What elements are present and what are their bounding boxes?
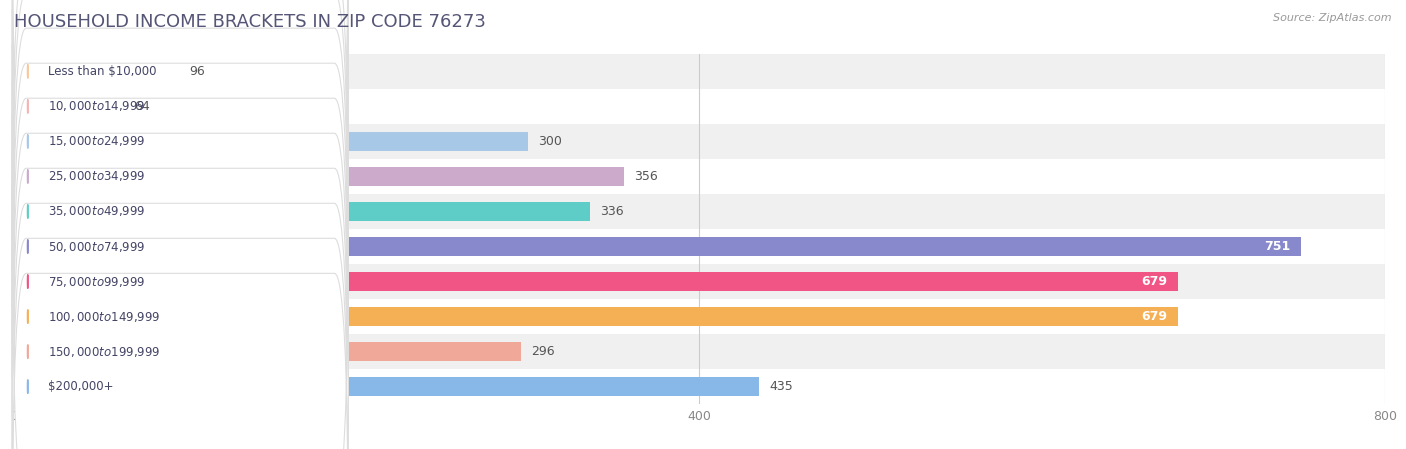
Text: 356: 356 <box>634 170 658 183</box>
Text: 300: 300 <box>538 135 562 148</box>
Text: $150,000 to $199,999: $150,000 to $199,999 <box>48 344 160 359</box>
Bar <box>14 299 1385 334</box>
Text: $50,000 to $74,999: $50,000 to $74,999 <box>48 239 146 254</box>
Text: $10,000 to $14,999: $10,000 to $14,999 <box>48 99 146 114</box>
Text: Less than $10,000: Less than $10,000 <box>48 65 157 78</box>
Text: HOUSEHOLD INCOME BRACKETS IN ZIP CODE 76273: HOUSEHOLD INCOME BRACKETS IN ZIP CODE 76… <box>14 13 486 31</box>
Text: $35,000 to $49,999: $35,000 to $49,999 <box>48 204 146 219</box>
FancyBboxPatch shape <box>13 0 349 308</box>
Bar <box>14 132 529 151</box>
Bar <box>14 124 1385 159</box>
FancyBboxPatch shape <box>13 44 349 379</box>
Text: 679: 679 <box>1142 275 1167 288</box>
Text: Source: ZipAtlas.com: Source: ZipAtlas.com <box>1274 13 1392 23</box>
Bar <box>14 194 1385 229</box>
Text: 296: 296 <box>531 345 555 358</box>
Text: $15,000 to $24,999: $15,000 to $24,999 <box>48 134 146 149</box>
FancyBboxPatch shape <box>13 9 349 343</box>
Bar <box>14 307 1178 326</box>
Bar <box>14 89 1385 124</box>
Bar <box>14 272 1178 291</box>
Bar <box>14 97 124 116</box>
Bar <box>14 159 1385 194</box>
Bar <box>14 369 1385 404</box>
FancyBboxPatch shape <box>13 150 349 449</box>
Text: 64: 64 <box>134 100 150 113</box>
Text: 336: 336 <box>600 205 624 218</box>
FancyBboxPatch shape <box>13 220 349 449</box>
Text: $200,000+: $200,000+ <box>48 380 114 393</box>
Bar <box>14 342 522 361</box>
Text: 96: 96 <box>188 65 205 78</box>
FancyBboxPatch shape <box>13 79 349 414</box>
Text: $75,000 to $99,999: $75,000 to $99,999 <box>48 274 146 289</box>
Bar <box>14 54 1385 89</box>
Bar <box>14 334 1385 369</box>
Bar <box>14 229 1385 264</box>
FancyBboxPatch shape <box>13 185 349 449</box>
Bar <box>14 167 624 186</box>
Text: 435: 435 <box>769 380 793 393</box>
Text: $100,000 to $149,999: $100,000 to $149,999 <box>48 309 160 324</box>
FancyBboxPatch shape <box>13 114 349 449</box>
Text: $25,000 to $34,999: $25,000 to $34,999 <box>48 169 146 184</box>
FancyBboxPatch shape <box>13 0 349 238</box>
Bar <box>14 202 591 221</box>
Text: 751: 751 <box>1264 240 1291 253</box>
Bar <box>14 264 1385 299</box>
FancyBboxPatch shape <box>13 0 349 273</box>
Text: 679: 679 <box>1142 310 1167 323</box>
Bar <box>14 237 1301 256</box>
Bar <box>14 62 179 81</box>
Bar <box>14 377 759 396</box>
